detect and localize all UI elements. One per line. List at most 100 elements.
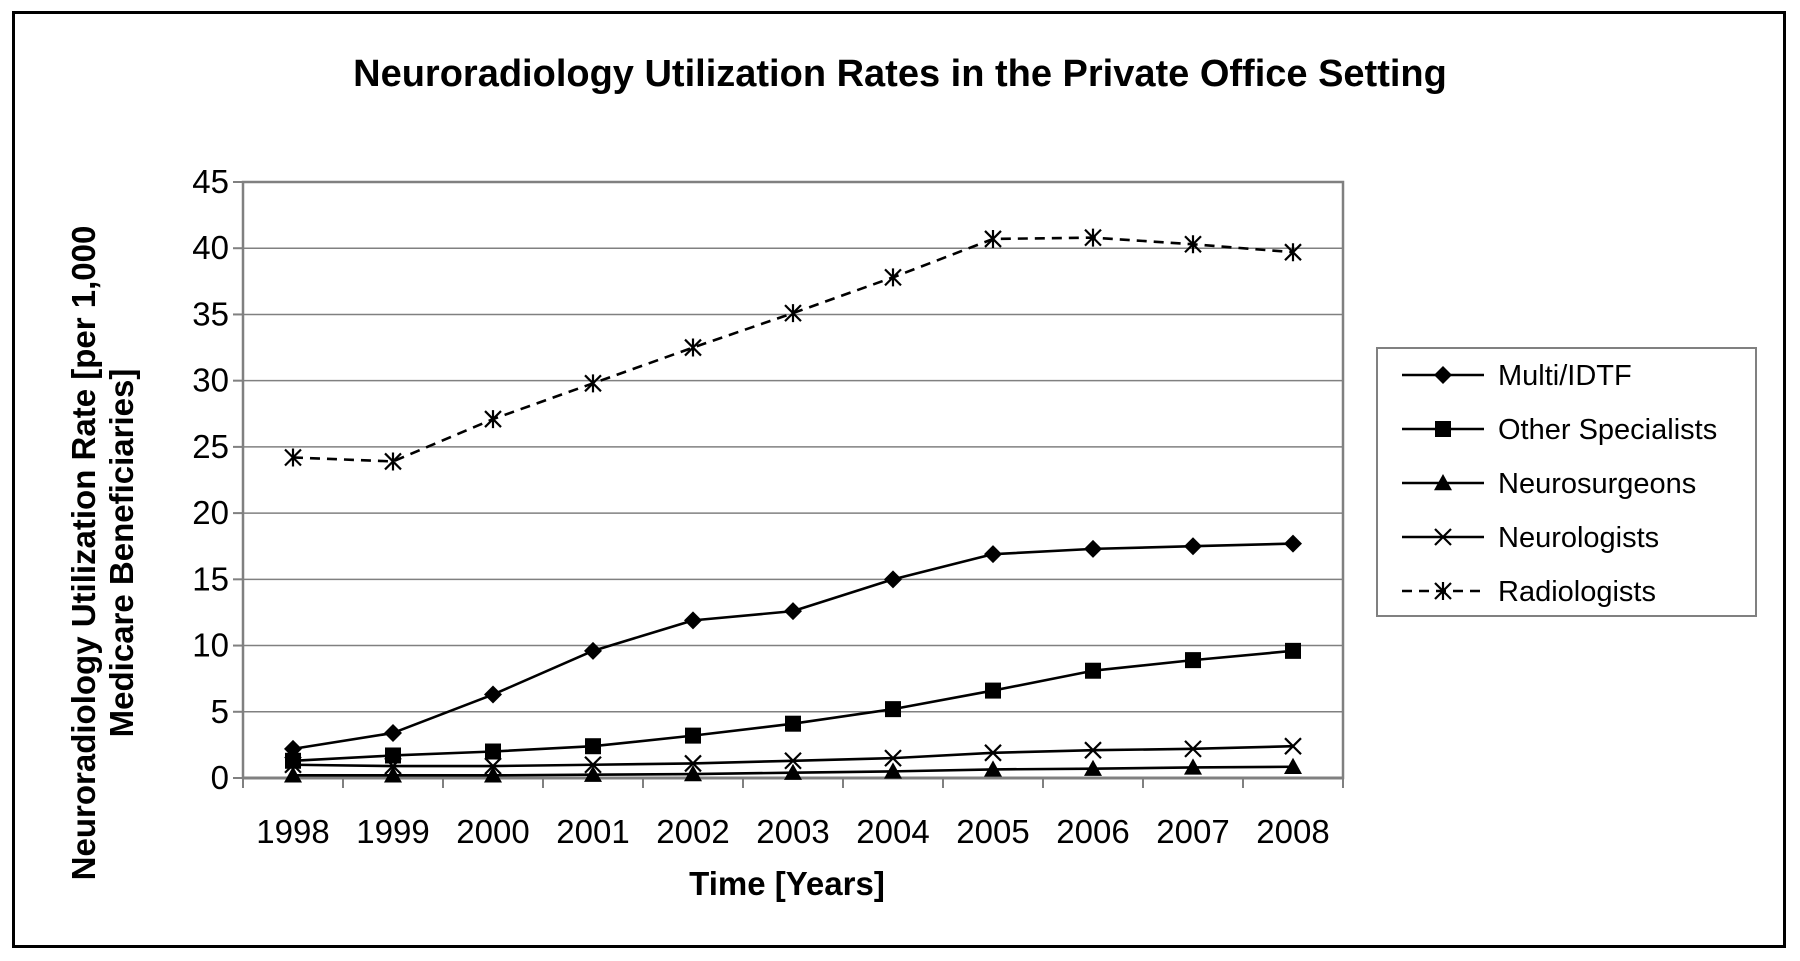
y-tick-label: 15 <box>192 560 229 597</box>
x-tick-label: 2001 <box>556 813 629 850</box>
legend-item-neurosurgeons: Neurosurgeons <box>1402 468 1696 500</box>
series-neurosurgeons <box>284 757 1302 783</box>
x-tick-label: 1999 <box>356 813 429 850</box>
data-point-neurologists <box>1284 737 1302 755</box>
data-point-multi-idtf <box>1184 537 1202 556</box>
data-point-neurosurgeons <box>984 760 1002 777</box>
data-point-radiologists <box>884 268 902 287</box>
data-point-neurosurgeons <box>1184 758 1202 775</box>
legend-item-multi-idtf: Multi/IDTF <box>1402 360 1632 392</box>
series-radiologists <box>284 228 1302 471</box>
data-point-radiologists <box>384 452 402 471</box>
legend-label-neurosurgeons: Neurosurgeons <box>1498 468 1696 500</box>
legend-label-radiologists: Radiologists <box>1498 576 1656 608</box>
x-tick-label: 2003 <box>756 813 829 850</box>
data-point-radiologists <box>684 338 702 357</box>
y-tick-label: 20 <box>192 494 229 531</box>
data-point-neurosurgeons <box>1284 757 1302 774</box>
data-point-multi-idtf <box>984 545 1002 564</box>
data-point-radiologists <box>1084 228 1102 247</box>
x-tick-label: 2004 <box>856 813 929 850</box>
data-point-neurosurgeons <box>884 762 902 779</box>
x-tick-label: 2002 <box>656 813 729 850</box>
data-point-neurologists <box>884 749 902 767</box>
data-point-neurosurgeons <box>784 763 802 780</box>
data-point-neurosurgeons <box>584 765 602 782</box>
legend-marker-other-specialists <box>1435 421 1451 437</box>
y-tick-label: 40 <box>192 229 229 266</box>
data-point-neurosurgeons <box>1084 759 1102 776</box>
data-point-neurologists <box>1184 740 1202 758</box>
legend-entries: Multi/IDTF Other Specialists Neurosurgeons… <box>1402 360 1717 608</box>
data-point-neurologists <box>584 755 602 774</box>
chart-frame <box>12 11 1786 948</box>
x-tick-label: 2006 <box>1056 813 1129 850</box>
data-point-neurologists <box>484 757 502 775</box>
y-axis-title: Neuroradiology Utilization Rate [per 1,0… <box>65 226 140 881</box>
x-axis-title: Time [Years] <box>689 865 885 902</box>
y-tick-label: 35 <box>192 295 229 332</box>
data-point-neurologists <box>284 755 302 774</box>
data-point-radiologists <box>784 304 802 323</box>
y-tick-label: 10 <box>192 627 229 664</box>
data-point-multi-idtf <box>484 685 502 704</box>
series-line-other-specialists <box>292 649 1294 763</box>
data-point-other-specialists <box>685 727 701 744</box>
plot-area-border <box>241 180 1345 780</box>
series-line-radiologists <box>292 236 1294 463</box>
data-point-other-specialists <box>885 701 901 718</box>
data-point-other-specialists <box>785 715 801 732</box>
y-tick-label: 5 <box>211 693 229 730</box>
data-point-neurologists <box>784 752 802 770</box>
data-point-neurologists <box>984 744 1002 762</box>
data-point-neurosurgeons <box>484 766 502 783</box>
y-tick-label: 25 <box>192 428 229 465</box>
legend-item-other-specialists: Other Specialists <box>1402 414 1717 446</box>
legend-label-multi-idtf: Multi/IDTF <box>1498 360 1632 392</box>
y-tick-label: 30 <box>192 362 229 399</box>
series-line-neurologists <box>292 744 1294 768</box>
x-tick-label: 2000 <box>456 813 529 850</box>
legend: Multi/IDTF Other Specialists Neurosurgeons… <box>1376 347 1757 617</box>
series-other-specialists <box>285 642 1301 769</box>
legend-label-other-specialists: Other Specialists <box>1498 414 1717 446</box>
data-point-radiologists <box>284 448 302 467</box>
data-point-neurologists <box>384 757 402 775</box>
series-multi-idtf <box>284 534 1302 758</box>
legend-marker-neurosurgeons <box>1434 474 1452 491</box>
y-tick-label: 45 <box>192 163 229 200</box>
data-point-radiologists <box>1284 243 1302 262</box>
data-point-radiologists <box>1184 235 1202 254</box>
data-point-neurologists <box>684 754 702 773</box>
y-axis-ticks: 0 5 10 15 20 25 30 35 40 45 <box>192 163 243 796</box>
data-point-neurosurgeons <box>384 766 402 783</box>
data-point-other-specialists <box>1085 662 1101 679</box>
y-axis-title-line-2: Medicare Beneficiaries] <box>103 369 140 738</box>
data-point-neurosurgeons <box>684 765 702 782</box>
data-point-neurologists <box>1084 741 1102 759</box>
x-tick-label: 2007 <box>1156 813 1229 850</box>
legend-label-neurologists: Neurologists <box>1498 522 1659 554</box>
chart-title: Neuroradiology Utilization Rates in the … <box>353 53 1447 95</box>
data-point-radiologists <box>984 229 1002 248</box>
x-axis-ticks: 1998 1999 2000 2001 2002 2003 2004 2005 2006 2007… <box>242 778 1344 850</box>
x-tick-label: 1998 <box>256 813 329 850</box>
data-point-neurosurgeons <box>284 766 302 783</box>
data-point-other-specialists <box>485 743 501 760</box>
data-point-radiologists <box>584 374 602 393</box>
legend-marker-radiologists <box>1434 582 1452 600</box>
x-tick-label: 2008 <box>1256 813 1329 850</box>
data-point-multi-idtf <box>1084 539 1102 558</box>
legend-item-neurologists: Neurologists <box>1402 522 1659 554</box>
legend-marker-neurologists <box>1434 528 1452 546</box>
legend-marker-multi-idtf <box>1434 366 1452 384</box>
data-point-other-specialists <box>585 738 601 755</box>
y-tick-label: 0 <box>211 759 229 796</box>
data-point-other-specialists <box>1285 642 1301 659</box>
data-point-radiologists <box>484 410 502 429</box>
series-layer <box>284 228 1302 783</box>
legend-item-radiologists: Radiologists <box>1402 576 1656 608</box>
data-point-other-specialists <box>385 747 401 764</box>
data-point-other-specialists <box>1185 652 1201 669</box>
